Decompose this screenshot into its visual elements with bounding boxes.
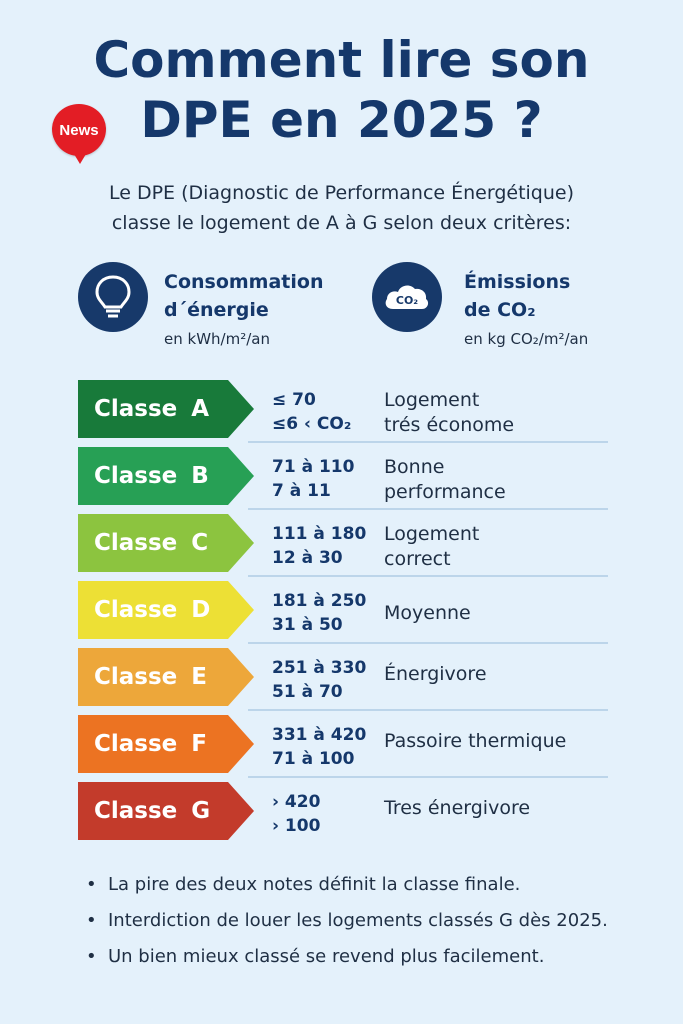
energy-value: 71 à 110 [272,457,355,477]
co2-icon-label: CO₂ [396,294,418,307]
energy-unit: en kWh/m²/an [164,330,270,348]
title-line-2: DPE en 2025 ? [140,91,543,149]
co2-value: 71 à 100 [272,749,355,769]
bullet-text: Un bien mieux classé se revend plus faci… [108,946,545,967]
list-item: • Interdiction de louer les logements cl… [86,908,626,934]
list-item: • La pire des deux notes définit la clas… [86,872,626,898]
class-label: Classe E [78,648,254,706]
description-line-1: Bonne [384,456,445,478]
class-row-f: Classe F 331 à 420 71 à 100 Passoire the… [78,715,608,782]
class-label: Classe C [78,514,254,572]
dpe-classes-list: Classe A ≤ 70 ≤6 ‹ CO₂ Logement trés éco… [78,380,608,849]
key-points-list: • La pire des deux notes définit la clas… [86,872,626,980]
lightbulb-icon [78,262,148,332]
energy-value: 111 à 180 [272,524,367,544]
energy-title-line-1: Consommation [164,271,324,293]
row-divider [248,441,608,443]
class-description: Logement correct [384,522,624,572]
description-line-2: performance [384,481,506,503]
class-values: ≤ 70 ≤6 ‹ CO₂ [272,388,351,436]
criteria-section: Consommation d´énergie en kWh/m²/an CO₂ … [0,262,683,352]
energy-title: Consommation d´énergie [164,268,323,324]
description-line-2: trés économe [384,414,515,436]
co2-value: ≤6 ‹ CO₂ [272,414,352,434]
page-title: Comment lire son DPE en 2025 ? [0,30,683,150]
list-item: • Un bien mieux classé se revend plus fa… [86,944,626,970]
co2-value: › 100 [272,816,321,836]
co2-title-line-2: de CO₂ [464,299,536,321]
row-divider [248,642,608,644]
class-row-b: Classe B 71 à 110 7 à 11 Bonne performan… [78,447,608,514]
class-description: Logement trés économe [384,388,624,438]
co2-value: 51 à 70 [272,682,343,702]
bullet-icon: • [86,946,97,967]
energy-title-line-2: d´énergie [164,299,269,321]
class-description: Moyenne [384,601,624,626]
co2-title-line-1: Émissions [464,271,571,293]
energy-value: 251 à 330 [272,658,367,678]
description-line-1: Logement [384,523,480,545]
row-divider [248,776,608,778]
description-line-1: Tres énergivore [384,797,531,819]
class-row-a: Classe A ≤ 70 ≤6 ‹ CO₂ Logement trés éco… [78,380,608,447]
title-line-1: Comment lire son [93,31,590,89]
energy-value: 331 à 420 [272,725,367,745]
description-line-1: Passoire thermique [384,730,567,752]
class-label: Classe D [78,581,254,639]
description-line-1: Logement [384,389,480,411]
class-label: Classe A [78,380,254,438]
class-row-c: Classe C 111 à 180 12 à 30 Logement corr… [78,514,608,581]
class-description: Énergivore [384,662,624,687]
bullet-icon: • [86,910,97,931]
row-divider [248,709,608,711]
class-values: 111 à 180 12 à 30 [272,522,366,570]
class-description: Bonne performance [384,455,624,505]
energy-value: ≤ 70 [272,390,316,410]
class-label: Classe G [78,782,254,840]
energy-value: › 420 [272,792,321,812]
class-values: › 420 › 100 [272,790,320,838]
description-line-1: Énergivore [384,663,487,685]
class-description: Tres énergivore [384,796,624,821]
class-row-e: Classe E 251 à 330 51 à 70 Énergivore [78,648,608,715]
row-divider [248,508,608,510]
news-badge: News [52,104,106,164]
description-line-2: correct [384,548,451,570]
bullet-text: Interdiction de louer les logements clas… [108,910,608,931]
intro-text: Le DPE (Diagnostic de Performance Énergé… [40,178,643,238]
class-label: Classe F [78,715,254,773]
class-values: 181 à 250 31 à 50 [272,589,366,637]
class-row-d: Classe D 181 à 250 31 à 50 Moyenne [78,581,608,648]
energy-value: 181 à 250 [272,591,367,611]
co2-value: 31 à 50 [272,615,343,635]
class-label: Classe B [78,447,254,505]
class-description: Passoire thermique [384,729,624,754]
row-divider [248,575,608,577]
class-values: 251 à 330 51 à 70 [272,656,366,704]
intro-line-1: Le DPE (Diagnostic de Performance Énergé… [108,182,575,204]
class-row-g: Classe G › 420 › 100 Tres énergivore [78,782,608,849]
description-line-1: Moyenne [384,602,471,624]
class-values: 71 à 110 7 à 11 [272,455,354,503]
co2-unit: en kg CO₂/m²/an [464,330,589,348]
class-values: 331 à 420 71 à 100 [272,723,366,771]
intro-line-2: classe le logement de A à G selon deux c… [111,212,572,234]
co2-cloud-icon: CO₂ [372,262,442,332]
bullet-icon: • [86,874,97,895]
co2-value: 7 à 11 [272,481,331,501]
bullet-text: La pire des deux notes définit la classe… [108,874,521,895]
co2-title: Émissions de CO₂ [464,268,570,324]
co2-value: 12 à 30 [272,548,343,568]
